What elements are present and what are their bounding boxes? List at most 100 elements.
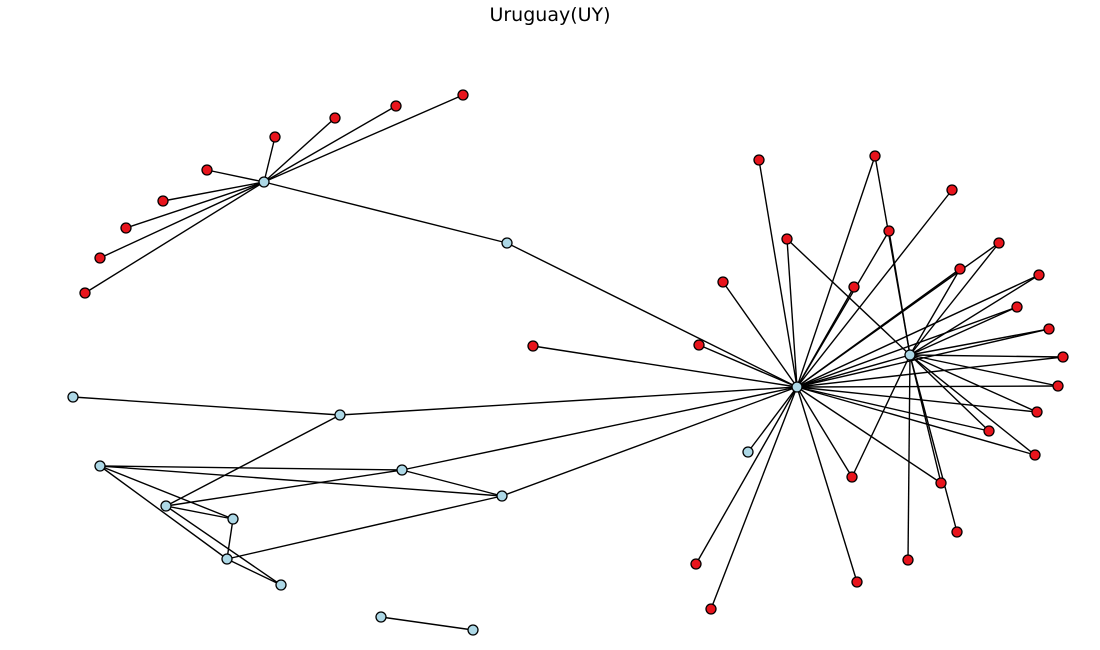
node-b_l3 xyxy=(160,500,172,512)
edge-b_l3-b_l2 xyxy=(165,414,341,507)
edge-B-r_b23 xyxy=(796,386,858,583)
edge-C-r_b8 xyxy=(909,242,1000,356)
edge-A-r_a9 xyxy=(84,181,265,294)
edge-b_l7-B xyxy=(501,386,798,497)
node-r_b23 xyxy=(851,576,863,588)
edge-C-r_b11 xyxy=(909,306,1018,356)
node-r_b24 xyxy=(902,554,914,566)
edge-B-r_b17 xyxy=(796,386,990,432)
node-r_b13 xyxy=(1057,351,1069,363)
node-r_b22 xyxy=(935,477,947,489)
node-b_m2 xyxy=(467,624,479,636)
edge-B-r_b11 xyxy=(796,306,1018,388)
node-r_a3 xyxy=(329,112,341,124)
edge-b_l4-b_l6 xyxy=(99,465,403,471)
edge-C-r_b24 xyxy=(907,354,911,561)
edge-b_m1-b_m2 xyxy=(380,616,474,631)
node-b_l8 xyxy=(221,553,233,565)
edge-b_l4-b_l5 xyxy=(99,465,234,520)
node-r_b11 xyxy=(1011,301,1023,313)
node-B xyxy=(791,381,803,393)
edge-B-r_b20 xyxy=(695,386,798,565)
edge-B-r_b19 xyxy=(796,386,853,478)
node-r_b9 xyxy=(954,263,966,275)
edge-b_l4-b_l8 xyxy=(99,465,228,560)
edge-B-r_b3 xyxy=(796,189,953,388)
node-r_b14 xyxy=(693,339,705,351)
node-r_b4 xyxy=(781,233,793,245)
edge-A-r_a5 xyxy=(206,169,265,183)
edge-C-r_b19 xyxy=(851,354,911,478)
node-r_a5 xyxy=(201,164,213,176)
edge-A-r_a7 xyxy=(125,181,265,229)
edge-B-C xyxy=(796,354,911,388)
edge-layer xyxy=(72,94,1064,631)
edge-A-r_a6 xyxy=(162,181,265,202)
edge-B-r_b2 xyxy=(796,155,876,388)
edge-C-r_b13 xyxy=(909,354,1064,358)
node-b_l9 xyxy=(275,579,287,591)
edge-b_l7-b_l8 xyxy=(226,495,503,560)
node-r_b12 xyxy=(1043,323,1055,335)
edge-B-r_b4 xyxy=(786,238,798,388)
node-r_b17 xyxy=(983,425,995,437)
node-b_l5 xyxy=(227,513,239,525)
node-r_b16 xyxy=(1031,406,1043,418)
node-D xyxy=(742,446,754,458)
edge-b_l7-b_l6 xyxy=(401,469,503,497)
edge-C-r_b10 xyxy=(909,274,1040,356)
node-r_a8 xyxy=(94,252,106,264)
edge-b_l2-B xyxy=(339,386,798,416)
node-b_m1 xyxy=(375,611,387,623)
node-r_s1 xyxy=(527,340,539,352)
edge-B-r_b1 xyxy=(758,159,798,388)
node-b_u1 xyxy=(501,237,513,249)
node-b_l7 xyxy=(496,490,508,502)
chart-title: Uruguay(UY) xyxy=(489,4,611,26)
edge-B-r_b10 xyxy=(796,274,1040,388)
edge-b_l3-b_l6 xyxy=(165,469,403,507)
edge-B-r_b22 xyxy=(796,386,942,484)
edge-b_l5-b_l8 xyxy=(226,518,234,560)
edge-b_l4-b_l7 xyxy=(99,465,503,497)
node-r_b7 xyxy=(848,281,860,293)
edge-B-r_b21 xyxy=(710,386,798,610)
node-r_b21 xyxy=(705,603,717,615)
node-r_b25 xyxy=(951,526,963,538)
node-b_l2 xyxy=(334,409,346,421)
node-r_b2 xyxy=(869,150,881,162)
edge-C-r_b16 xyxy=(909,354,1038,413)
edge-A-b_u1 xyxy=(263,181,508,244)
edge-C-r_b18 xyxy=(909,354,1036,456)
node-r_b15 xyxy=(1052,380,1064,392)
node-r_b8 xyxy=(993,237,1005,249)
edge-C-r_b17 xyxy=(909,354,990,432)
node-r_b5 xyxy=(883,225,895,237)
node-b_l4 xyxy=(94,460,106,472)
edge-C-r_b9 xyxy=(909,268,961,356)
edge-b_l3-b_l5 xyxy=(165,505,234,520)
node-r_b3 xyxy=(946,184,958,196)
edge-B-D xyxy=(747,386,798,453)
node-C xyxy=(904,349,916,361)
node-r_b10 xyxy=(1033,269,1045,281)
node-b_l1 xyxy=(67,391,79,403)
node-r_a4 xyxy=(269,131,281,143)
edge-B-r_b7 xyxy=(796,286,855,388)
edge-A-r_a2 xyxy=(263,105,397,183)
edge-b_l9-b_l8 xyxy=(226,558,282,586)
edge-C-r_b4 xyxy=(786,238,911,356)
node-r_a7 xyxy=(120,222,132,234)
node-b_l6 xyxy=(396,464,408,476)
node-r_b6 xyxy=(717,276,729,288)
edge-B-r_b6 xyxy=(722,281,798,388)
node-r_a2 xyxy=(390,100,402,112)
edge-B-r_b16 xyxy=(796,386,1038,413)
node-A xyxy=(258,176,270,188)
edge-B-r_b18 xyxy=(796,386,1036,456)
edge-B-r_b14 xyxy=(698,344,798,388)
edge-C-r_b25 xyxy=(909,354,958,533)
edge-C-r_b5 xyxy=(888,230,911,356)
edge-r_s1-B xyxy=(532,345,798,388)
